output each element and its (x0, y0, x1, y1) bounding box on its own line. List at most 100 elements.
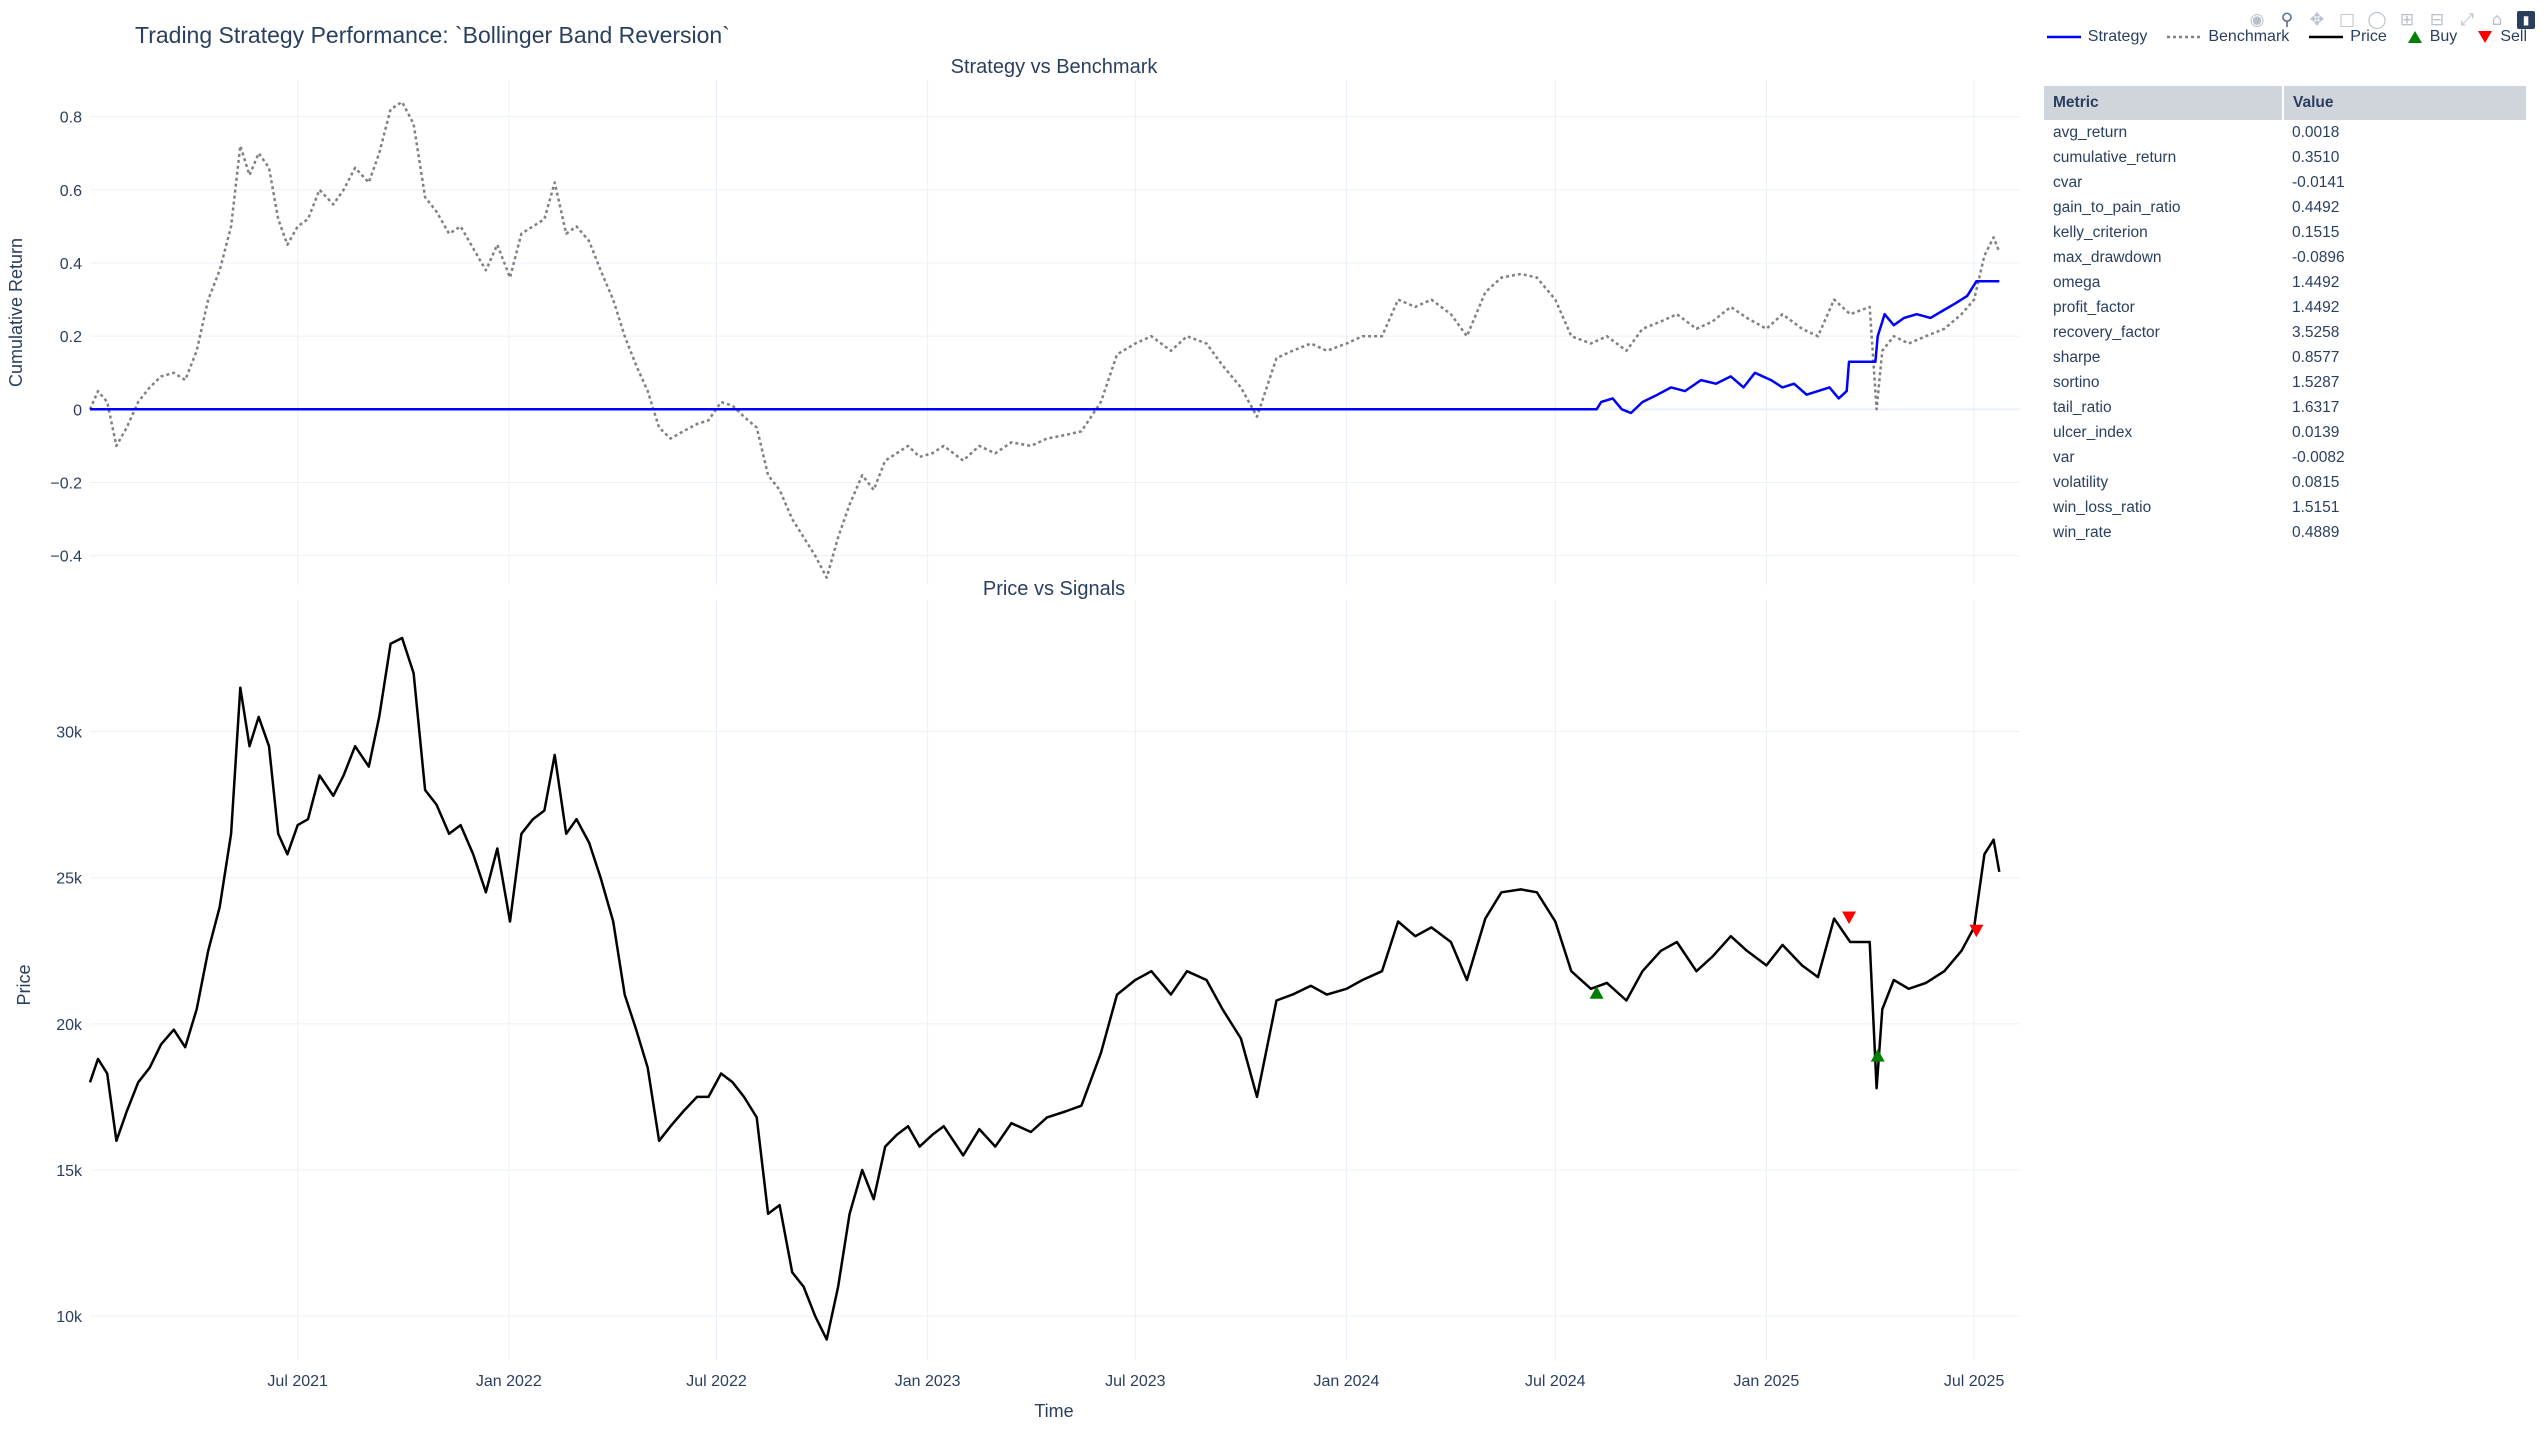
table-row: var -0.0082 (2044, 445, 2526, 470)
legend-item-strategy[interactable]: Strategy (2046, 28, 2148, 46)
metric-name-cell: tail_ratio (2053, 398, 2112, 416)
plot1-y-axis-label: Cumulative Return (6, 238, 26, 387)
metric-value-cell: -0.0082 (2292, 448, 2345, 466)
table-row: sortino 1.5287 (2044, 370, 2526, 395)
reset-axes-icon[interactable]: ⌂ (2491, 10, 2503, 30)
plot1-series (88, 100, 2001, 579)
metric-value-cell: 1.5287 (2292, 373, 2340, 391)
plot2-x-tick-label: Jul 2025 (1944, 1373, 2005, 1390)
metrics-header-metric: Metric (2044, 86, 2283, 120)
table-row: cumulative_return 0.3510 (2044, 145, 2526, 170)
table-row: tail_ratio 1.6317 (2044, 395, 2526, 420)
legend-item-price[interactable]: Price (2309, 28, 2387, 46)
plot2-x-axis-label: Time (1034, 1401, 1073, 1421)
plot2-x-ticks: Jul 2021 Jan 2022 Jul 2022 Jan 2023 Jul 2023… (267, 1373, 2004, 1390)
legend-swatch-sell (2478, 31, 2493, 43)
legend-item-sell[interactable]: Sell (2477, 28, 2527, 46)
signal-marker-sell (1969, 924, 1984, 938)
lasso-icon[interactable]: ◯ (2367, 10, 2387, 30)
plot1-y-tick-label: 0.2 (60, 329, 82, 346)
table-row: win_loss_ratio 1.5151 (2044, 495, 2526, 520)
zoom-out-icon[interactable]: ⊟ (2429, 10, 2445, 30)
metric-value-cell: 1.4492 (2292, 298, 2340, 316)
plot2-y-tick-label: 10k (56, 1309, 83, 1326)
table-row: avg_return 0.0018 (2044, 120, 2526, 145)
plot2-x-tick-label: Jan 2022 (476, 1373, 542, 1390)
table-row: recovery_factor 3.5258 (2044, 320, 2526, 345)
plot-strategy-vs-benchmark[interactable]: −0.4 −0.2 0 0.2 0.4 0.6 0.8 Cumulative Return (6, 80, 2020, 585)
legend: Strategy Benchmark Price Buy Sell (2046, 28, 2527, 46)
table-row: win_rate 0.4889 (2044, 520, 2526, 545)
legend-item-buy[interactable]: Buy (2407, 28, 2458, 46)
metrics-table-body: avg_return 0.0018 cumulative_return 0.3510 c… (2044, 120, 2526, 545)
plot2-y-tick-label: 30k (56, 725, 83, 742)
plot2-y-tick-label: 25k (56, 871, 83, 888)
metric-value-cell: 0.4492 (2292, 198, 2340, 216)
zoom-icon[interactable]: ⚲ (2280, 10, 2294, 30)
table-row: volatility 0.0815 (2044, 470, 2526, 495)
metrics-table-header-row: Metric Value (2044, 86, 2526, 120)
plot1-y-tick-label: 0.4 (60, 256, 82, 273)
table-row: profit_factor 1.4492 (2044, 295, 2526, 320)
legend-item-benchmark[interactable]: Benchmark (2167, 28, 2289, 46)
metric-value-cell: 0.4889 (2292, 523, 2340, 541)
autoscale-icon[interactable]: ⤢ (2460, 10, 2474, 30)
table-row: sharpe 0.8577 (2044, 345, 2526, 370)
metric-value-cell: 1.6317 (2292, 398, 2340, 416)
series-line-benchmark (88, 100, 2001, 579)
table-row: max_drawdown -0.0896 (2044, 245, 2526, 270)
metric-value-cell: 0.0815 (2292, 473, 2340, 491)
metric-name-cell: sortino (2053, 373, 2100, 391)
pan-icon[interactable]: ✥ (2309, 10, 2325, 30)
camera-icon[interactable]: ◉ (2249, 10, 2265, 30)
metrics-table: Metric Value avg_return 0.0018 cumulative_… (2044, 86, 2526, 545)
page-title: Trading Strategy Performance: `Bollinger… (135, 22, 730, 48)
plot1-y-tick-label: −0.4 (50, 549, 82, 566)
metric-name-cell: var (2053, 448, 2075, 466)
metric-value-cell: 0.0139 (2292, 423, 2340, 441)
plot2-x-tick-label: Jul 2024 (1525, 1373, 1586, 1390)
metric-name-cell: kelly_criterion (2053, 223, 2148, 241)
metric-name-cell: win_loss_ratio (2053, 498, 2152, 516)
legend-label-buy: Buy (2429, 28, 2458, 45)
legend-swatch-buy (2407, 31, 2422, 43)
metric-value-cell: 0.0018 (2292, 123, 2340, 141)
plot2-x-tick-label: Jan 2024 (1314, 1373, 1380, 1390)
plot2-x-tick-label: Jul 2023 (1105, 1373, 1166, 1390)
box-select-icon[interactable]: □ (2338, 10, 2356, 30)
plot2-x-tick-label: Jul 2022 (686, 1373, 747, 1390)
plot2-x-tick-label: Jan 2023 (895, 1373, 961, 1390)
legend-swatch-price (2309, 35, 2344, 39)
metric-value-cell: 0.8577 (2292, 348, 2340, 366)
signal-marker-buy (1870, 1049, 1885, 1062)
metric-name-cell: cumulative_return (2053, 148, 2177, 166)
legend-label-strategy: Strategy (2087, 28, 2148, 45)
plot2-y-ticks: 10k 15k 20k 25k 30k (56, 725, 83, 1327)
metric-name-cell: cvar (2053, 173, 2083, 191)
subplot-title-price-vs-signals: Price vs Signals (982, 578, 1126, 600)
metric-value-cell: 1.5151 (2292, 498, 2340, 516)
plot1-y-ticks: −0.4 −0.2 0 0.2 0.4 0.6 0.8 (50, 110, 82, 566)
plot2-signals (1589, 911, 1984, 1062)
metric-name-cell: gain_to_pain_ratio (2053, 198, 2181, 216)
signal-marker-buy (1589, 986, 1604, 999)
metric-name-cell: ulcer_index (2053, 423, 2133, 441)
plot2-series (88, 636, 2001, 1341)
zoom-in-icon[interactable]: ⊞ (2399, 10, 2415, 30)
table-row: ulcer_index 0.0139 (2044, 420, 2526, 445)
plot1-y-tick-label: 0 (73, 402, 82, 419)
plotly-logo-icon[interactable]: ▮ (2517, 11, 2535, 29)
signal-marker-sell (1842, 911, 1857, 925)
plot-price-vs-signals[interactable]: 10k 15k 20k 25k 30k Jul 2021 Jan 2022 Jul 2022… (14, 600, 2020, 1421)
plot2-x-tick-label: Jul 2021 (267, 1373, 328, 1390)
metric-name-cell: profit_factor (2053, 298, 2135, 316)
metric-name-cell: sharpe (2053, 348, 2101, 366)
metric-value-cell: -0.0896 (2292, 248, 2345, 266)
metric-name-cell: win_rate (2053, 523, 2112, 541)
metric-name-cell: recovery_factor (2053, 323, 2160, 341)
table-row: cvar -0.0141 (2044, 170, 2526, 195)
metric-value-cell: 3.5258 (2292, 323, 2340, 341)
metric-value-cell: 0.1515 (2292, 223, 2340, 241)
plot1-y-tick-label: 0.6 (60, 183, 82, 200)
